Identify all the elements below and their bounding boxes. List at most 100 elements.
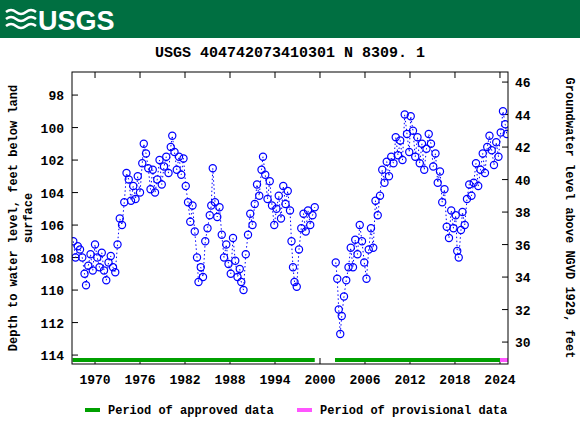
x-tick xyxy=(140,72,141,78)
data-point xyxy=(343,277,350,284)
data-point xyxy=(209,165,216,172)
x-tick xyxy=(95,72,96,78)
y2-tick-label: 32 xyxy=(515,304,531,319)
data-point xyxy=(220,254,227,261)
data-point xyxy=(175,153,182,160)
data-point xyxy=(223,241,230,248)
data-point xyxy=(125,176,132,183)
period-bar xyxy=(73,358,315,362)
y-tick-label: 114 xyxy=(41,349,65,364)
data-point xyxy=(142,150,149,157)
data-point xyxy=(253,181,260,188)
data-point xyxy=(89,267,96,274)
x-tick xyxy=(319,72,320,78)
data-point xyxy=(472,160,479,167)
data-point xyxy=(82,282,89,289)
y-tick xyxy=(72,355,78,356)
data-point xyxy=(356,221,363,228)
data-point xyxy=(352,236,359,243)
data-point xyxy=(439,199,446,206)
data-point xyxy=(259,153,266,160)
y2-tick-label: 44 xyxy=(515,109,531,124)
data-point xyxy=(390,160,397,167)
x-tick xyxy=(275,72,276,78)
data-point xyxy=(459,208,466,215)
data-point xyxy=(495,153,502,160)
data-point xyxy=(407,113,414,120)
legend-label: Period of approved data xyxy=(108,404,274,418)
data-point xyxy=(307,221,314,228)
y2-axis-label: Groundwater level above NGVD 1929, feet xyxy=(562,78,576,359)
data-point xyxy=(441,186,448,193)
x-tick-label: 1970 xyxy=(79,373,110,388)
x-tick-label: 1994 xyxy=(259,373,290,388)
data-point xyxy=(457,226,464,233)
data-point xyxy=(461,221,468,228)
data-point xyxy=(266,178,273,185)
data-point xyxy=(247,210,254,217)
data-point xyxy=(399,156,406,163)
data-point xyxy=(121,199,128,206)
data-point xyxy=(397,137,404,144)
data-point xyxy=(136,189,143,196)
data-point xyxy=(284,187,291,194)
title: USGS 404742073410301 N 8309. 1 xyxy=(155,45,425,62)
data-point xyxy=(163,153,170,160)
data-point xyxy=(234,273,241,280)
data-point xyxy=(191,228,198,235)
data-point xyxy=(493,139,500,146)
data-point xyxy=(160,163,167,170)
data-point xyxy=(367,225,374,232)
data-point xyxy=(376,192,383,199)
y-tick-label: 106 xyxy=(41,219,65,234)
plot-area xyxy=(72,108,508,362)
y-tick xyxy=(72,290,78,291)
x-tick-label: 2012 xyxy=(394,373,425,388)
data-point xyxy=(337,330,344,337)
x-tick xyxy=(409,72,410,78)
data-point xyxy=(412,153,419,160)
data-point xyxy=(273,205,280,212)
data-point xyxy=(293,283,300,290)
data-point xyxy=(432,150,439,157)
data-point xyxy=(127,197,134,204)
data-point xyxy=(189,202,196,209)
data-point xyxy=(286,207,293,214)
y-tick-label: 112 xyxy=(41,317,65,332)
x-tick xyxy=(454,72,455,78)
data-point xyxy=(204,225,211,232)
x-tick xyxy=(230,72,231,78)
data-point xyxy=(363,275,370,282)
legend-label: Period of provisional data xyxy=(320,404,507,418)
data-point xyxy=(199,273,206,280)
series-line xyxy=(73,111,506,334)
y-tick xyxy=(72,95,78,96)
data-point xyxy=(486,132,493,139)
data-point xyxy=(229,234,236,241)
data-point xyxy=(379,166,386,173)
y2-tick xyxy=(502,179,508,180)
data-point xyxy=(169,132,176,139)
data-point xyxy=(139,160,146,167)
data-point xyxy=(112,269,119,276)
data-point xyxy=(187,218,194,225)
data-point xyxy=(227,270,234,277)
data-point xyxy=(311,204,318,211)
chart: USGSUSGS 404742073410301 N 8309. 1981001… xyxy=(0,0,580,430)
data-point xyxy=(347,244,354,251)
data-point xyxy=(434,179,441,186)
data-point xyxy=(455,254,462,261)
data-point xyxy=(151,189,158,196)
data-point xyxy=(503,130,508,137)
y2-tick xyxy=(502,309,508,310)
data-point xyxy=(258,166,265,173)
x-tick-label: 2000 xyxy=(304,373,335,388)
x-tick xyxy=(499,72,500,78)
period-bar xyxy=(500,358,508,362)
y2-tick xyxy=(502,147,508,148)
data-point xyxy=(264,195,271,202)
y2-tick xyxy=(502,244,508,245)
y-tick xyxy=(72,192,78,193)
data-point xyxy=(140,140,147,147)
y2-tick-label: 46 xyxy=(515,76,531,91)
